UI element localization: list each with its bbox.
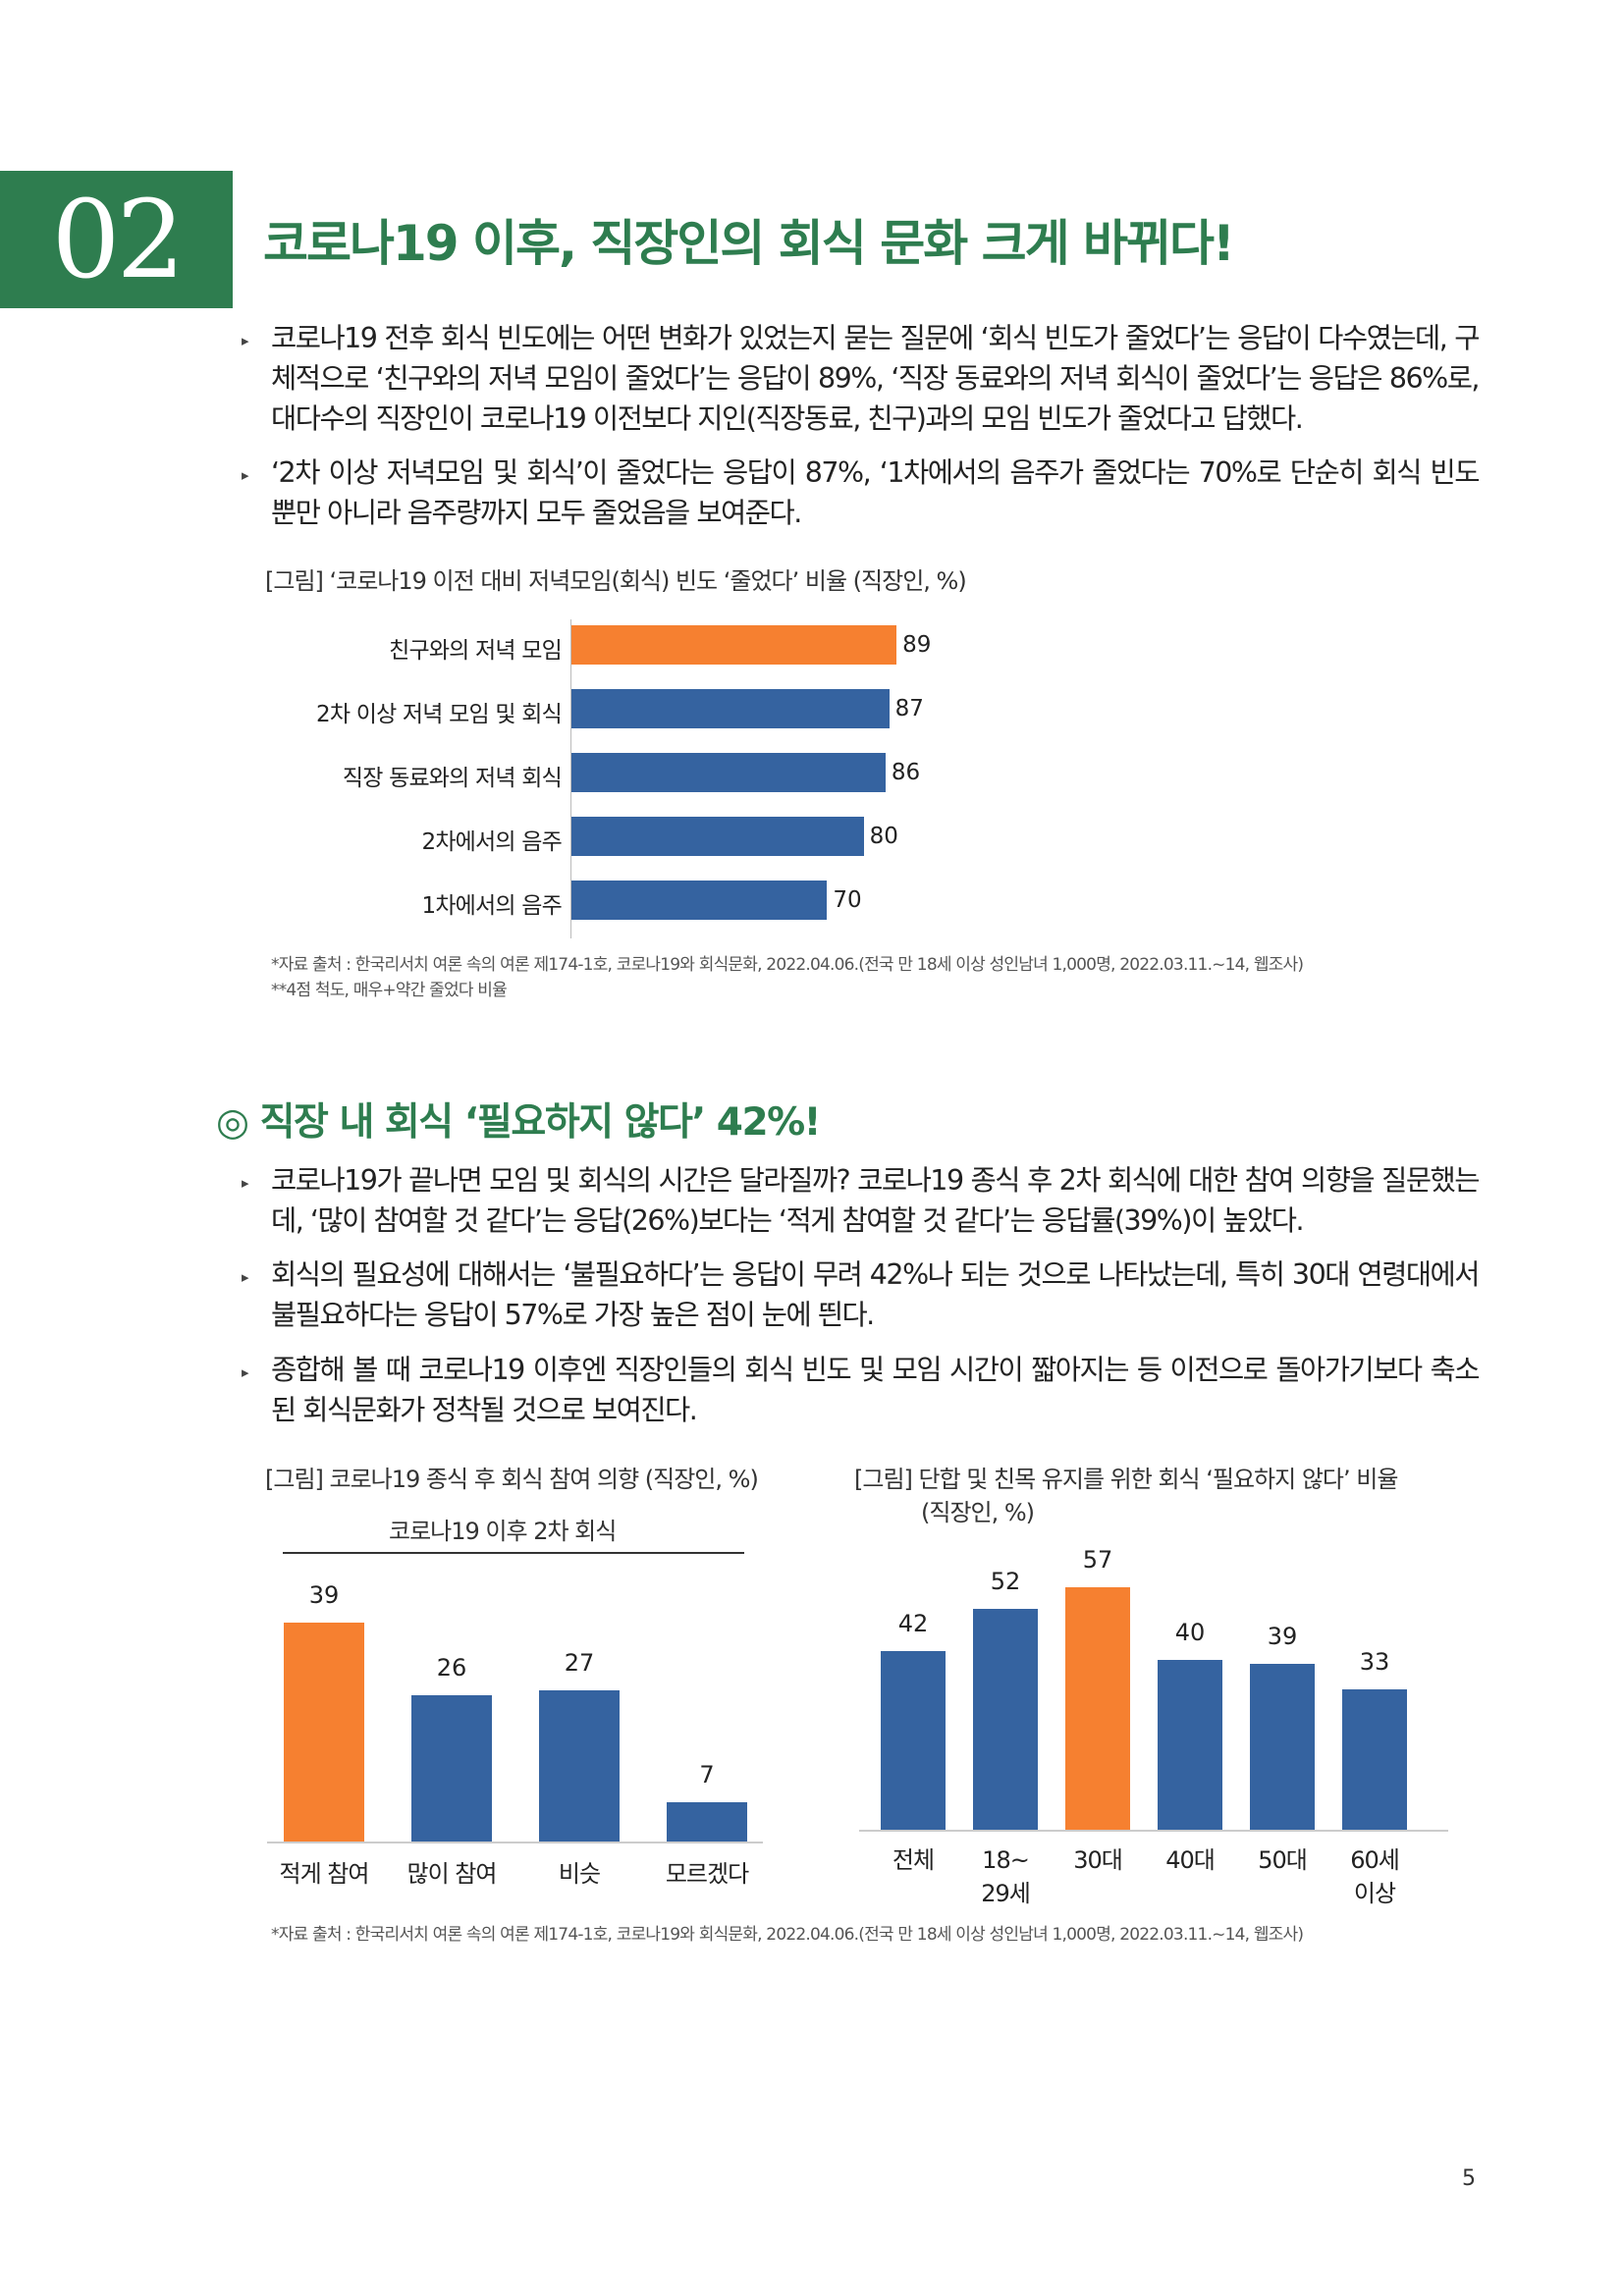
category-label-line: 적게 참여 [279,1860,370,1888]
paragraph-3: 코로나19가 끝나면 모임 및 회식의 시간은 달라질까? 코로나19 종식 후… [271,1164,1481,1237]
figure-3-title-line2: (직장인, %) [921,1499,1035,1526]
bar-value: 40 [1174,1618,1206,1646]
bar-value: 39 [308,1581,340,1609]
figure-3-title-line1: [그림] 단합 및 친목 유지를 위한 회식 ‘필요하지 않다’ 비율 [854,1466,1398,1493]
bar [411,1695,492,1842]
category-label-line: 비슷 [558,1860,601,1888]
section-number-box: 02 [0,171,233,308]
category-label-line: 전체 [892,1846,935,1874]
baseline [267,1842,763,1843]
bar-label: 직장 동료와의 저녁 회식 [342,766,563,791]
section-2-heading: ◎ 직장 내 회식 ‘필요하지 않다’ 42%! [216,1100,821,1145]
figure-1-source-note: *자료 출처 : 한국리서치 여론 속의 여론 제174-1호, 코로나19와 … [271,955,1304,975]
section-number: 02 [51,177,186,302]
figure-2-subtitle-rule [283,1552,744,1554]
bullet-icon: ▸ [242,1174,249,1192]
category-label: 18~ 29세 [942,1843,1069,1910]
bar [881,1651,946,1830]
page-title: 코로나19 이후, 직장인의 회식 문화 크게 바뀌다! [263,215,1235,272]
figure-2-3-source-note: *자료 출처 : 한국리서치 여론 속의 여론 제174-1호, 코로나19와 … [271,1925,1304,1945]
category-label-line: 40대 [1165,1846,1216,1874]
bar-value: 52 [990,1567,1021,1595]
category-label-line: 18~ [982,1846,1030,1874]
bar [571,753,886,792]
bar-value: 26 [436,1654,467,1682]
bar-value: 70 [833,887,862,913]
paragraph-5: 종합해 볼 때 코로나19 이후엔 직장인들의 회식 빈도 및 모임 시간이 짧… [271,1354,1481,1426]
bar [571,689,890,728]
bar [539,1689,620,1842]
paragraph-4: 회식의 필요성에 대해서는 ‘불필요하다’는 응답이 무려 42%나 되는 것으… [271,1258,1481,1331]
category-label: 많이 참여 [388,1857,515,1891]
bar [1342,1689,1407,1830]
bar-label: 2차에서의 음주 [421,829,562,855]
baseline [859,1830,1448,1832]
bar [667,1801,747,1842]
bar-value: 42 [897,1610,929,1637]
category-label-line: 많이 참여 [406,1860,498,1888]
bar-value: 57 [1082,1546,1113,1574]
page-number: 5 [1462,2166,1476,2191]
bar [1158,1659,1222,1830]
bullet-icon: ▸ [242,1268,249,1286]
bar-label: 1차에서의 음주 [421,893,562,919]
category-label-line: 29세 [981,1880,1031,1907]
category-label-line: 50대 [1258,1846,1308,1874]
category-label: 모르겠다 [643,1857,771,1891]
paragraph-2: ‘2차 이상 저녁모임 및 회식’이 줄었다는 응답이 87%, ‘1차에서의 … [271,456,1481,529]
bar-label: 2차 이상 저녁 모임 및 회식 [316,702,563,727]
category-label-line: 60세 [1350,1846,1400,1874]
figure-2-title: [그림] 코로나19 종식 후 회식 참여 의향 (직장인, %) [265,1466,759,1493]
category-label: 비슷 [515,1857,643,1891]
category-label: 40대 [1126,1843,1254,1877]
bar [571,817,864,856]
bar [973,1608,1038,1830]
category-label-line: 이상 [1353,1880,1396,1907]
bar-value: 80 [869,824,898,849]
bar-value: 86 [891,760,921,785]
bar [571,881,828,920]
bullet-icon: ▸ [242,332,249,349]
bar-value: 39 [1267,1623,1298,1650]
category-label: 30대 [1034,1843,1162,1877]
bar-value: 33 [1359,1648,1390,1676]
bar [1250,1664,1315,1830]
bar [284,1623,364,1842]
paragraph-1: 코로나19 전후 회식 빈도에는 어떤 변화가 있었는지 묻는 질문에 ‘회식 … [271,322,1481,435]
category-label: 적게 참여 [260,1857,388,1891]
axis-line [570,619,571,938]
bar-label: 친구와의 저녁 모임 [389,638,563,664]
bar-value: 89 [902,632,932,658]
bar-value: 7 [699,1760,715,1789]
bar [1065,1587,1130,1830]
bar-value: 27 [564,1648,595,1677]
category-label-line: 모르겠다 [665,1860,749,1888]
bullet-icon: ▸ [242,1363,249,1381]
category-label-line: 30대 [1073,1846,1123,1874]
figure-1-title: [그림] ‘코로나19 이전 대비 저녁모임(회식) 빈도 ‘줄었다’ 비율 (… [265,567,967,595]
bullet-icon: ▸ [242,466,249,484]
bar [571,625,897,665]
category-label: 50대 [1218,1843,1346,1877]
figure-1-scale-note: **4점 척도, 매우+약간 줄었다 비율 [271,981,508,1000]
bar-value: 87 [894,696,924,721]
figure-2-subtitle: 코로나19 이후 2차 회식 [389,1518,617,1545]
category-label: 전체 [849,1843,977,1877]
